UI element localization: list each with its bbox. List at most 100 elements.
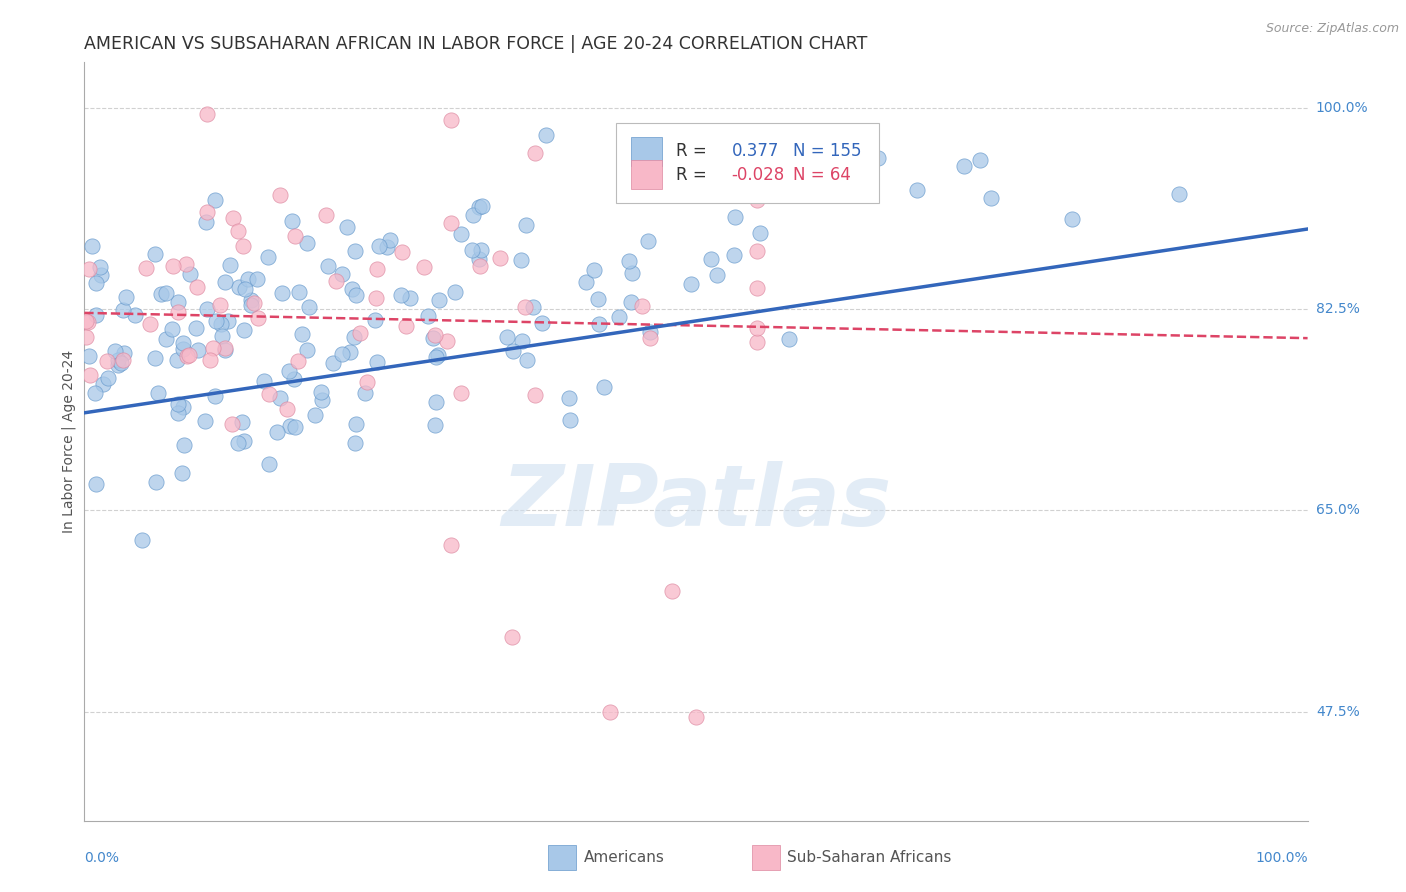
- Point: [155, 286, 177, 301]
- Point: [172, 466, 194, 480]
- Point: [155, 332, 177, 346]
- FancyBboxPatch shape: [631, 136, 662, 166]
- Text: -0.028: -0.028: [731, 166, 785, 184]
- Point: [356, 375, 378, 389]
- Point: [349, 326, 371, 340]
- Point: [195, 214, 218, 228]
- Text: Americans: Americans: [583, 850, 665, 864]
- Point: [211, 328, 233, 343]
- Point: [905, 183, 928, 197]
- Point: [195, 204, 218, 219]
- Point: [366, 261, 388, 276]
- Point: [278, 363, 301, 377]
- Point: [588, 317, 610, 331]
- Point: [416, 310, 439, 324]
- Point: [112, 353, 135, 368]
- Text: ZIPatlas: ZIPatlas: [501, 460, 891, 544]
- Point: [298, 300, 321, 314]
- Point: [502, 344, 524, 359]
- Point: [204, 314, 226, 328]
- Point: [747, 244, 769, 259]
- Point: [217, 314, 239, 328]
- Point: [148, 386, 170, 401]
- Point: [342, 281, 364, 295]
- Text: R =: R =: [676, 166, 713, 184]
- Point: [467, 252, 489, 266]
- Point: [124, 308, 146, 322]
- Point: [214, 275, 236, 289]
- Point: [509, 253, 531, 268]
- Point: [747, 280, 769, 294]
- Point: [167, 294, 190, 309]
- Point: [681, 173, 703, 187]
- Point: [280, 214, 302, 228]
- Point: [82, 239, 104, 253]
- Point: [412, 260, 434, 275]
- Point: [84, 385, 107, 400]
- Point: [176, 257, 198, 271]
- Point: [620, 295, 643, 310]
- Text: 65.0%: 65.0%: [1316, 503, 1360, 517]
- Point: [214, 341, 236, 355]
- Text: 82.5%: 82.5%: [1316, 302, 1360, 317]
- Point: [866, 151, 889, 165]
- Text: Source: ZipAtlas.com: Source: ZipAtlas.com: [1265, 22, 1399, 36]
- Point: [233, 281, 256, 295]
- Point: [111, 302, 134, 317]
- Point: [747, 335, 769, 350]
- Point: [1060, 211, 1083, 226]
- Point: [176, 349, 198, 363]
- Point: [93, 377, 115, 392]
- Point: [173, 438, 195, 452]
- Point: [97, 370, 120, 384]
- Point: [747, 320, 769, 334]
- Point: [84, 276, 107, 290]
- Point: [631, 299, 654, 313]
- Point: [194, 414, 217, 428]
- Point: [690, 176, 713, 190]
- Point: [496, 330, 519, 344]
- Point: [522, 300, 544, 314]
- Point: [269, 187, 291, 202]
- Point: [271, 286, 294, 301]
- Point: [218, 258, 240, 272]
- Point: [638, 331, 661, 345]
- Point: [747, 193, 769, 207]
- Point: [209, 317, 232, 331]
- Point: [461, 208, 484, 222]
- Point: [167, 406, 190, 420]
- Point: [461, 243, 484, 257]
- Point: [107, 352, 129, 367]
- Point: [363, 313, 385, 327]
- Point: [336, 219, 359, 234]
- Point: [172, 342, 194, 356]
- Point: [953, 160, 976, 174]
- Point: [186, 320, 208, 334]
- Point: [77, 315, 100, 329]
- Point: [638, 325, 661, 339]
- Point: [969, 153, 991, 168]
- Point: [749, 227, 772, 241]
- Point: [427, 293, 450, 307]
- Point: [257, 457, 280, 471]
- FancyBboxPatch shape: [631, 161, 662, 189]
- Point: [980, 191, 1002, 205]
- Point: [200, 353, 222, 368]
- Text: R =: R =: [676, 142, 717, 161]
- Point: [560, 413, 582, 427]
- Point: [343, 435, 366, 450]
- Point: [450, 227, 472, 241]
- Point: [607, 310, 630, 325]
- Point: [297, 235, 319, 250]
- Point: [233, 434, 256, 449]
- Point: [450, 386, 472, 401]
- Point: [620, 266, 643, 280]
- Point: [233, 323, 256, 337]
- Point: [440, 538, 463, 552]
- Point: [516, 352, 538, 367]
- Point: [724, 210, 747, 224]
- Point: [160, 322, 183, 336]
- Point: [204, 389, 226, 403]
- Point: [187, 343, 209, 357]
- FancyBboxPatch shape: [616, 123, 880, 202]
